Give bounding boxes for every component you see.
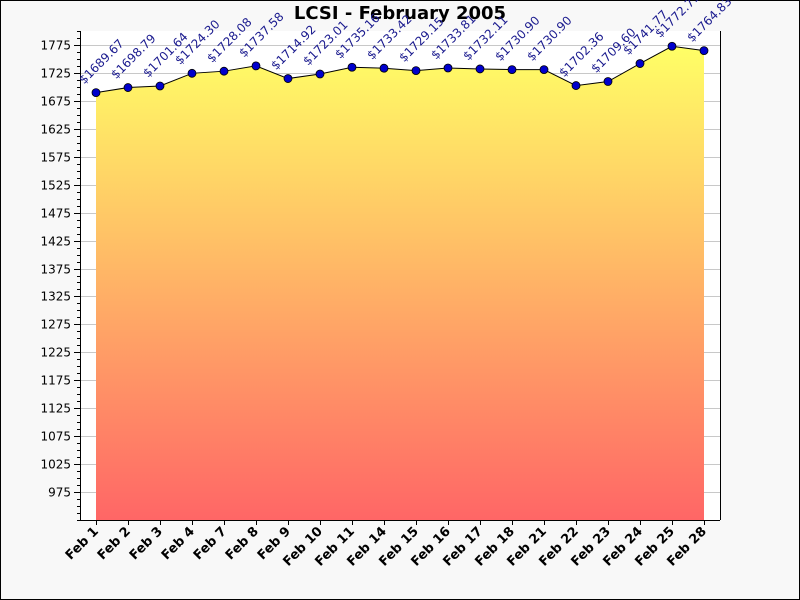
- data-point: [123, 83, 133, 92]
- data-point: [699, 46, 709, 56]
- y-tick-label: 1675: [40, 95, 71, 109]
- data-point: [539, 65, 549, 75]
- y-tick-label: 1725: [40, 67, 71, 81]
- data-point: [379, 63, 389, 73]
- y-tick-label: 1525: [40, 179, 71, 193]
- y-tick-label: 975: [48, 486, 71, 500]
- y-tick-label: 1425: [40, 235, 71, 249]
- y-tick-label: 1275: [40, 318, 71, 332]
- y-tick-label: 1125: [40, 402, 71, 416]
- data-point: [443, 63, 453, 73]
- data-point: [155, 81, 165, 91]
- data-point: [507, 65, 517, 75]
- y-tick-label: 1075: [40, 430, 71, 444]
- y-tick-label: 1575: [40, 151, 71, 165]
- y-tick-label: 1025: [40, 458, 71, 472]
- data-point: [315, 69, 325, 79]
- data-point: [219, 66, 229, 76]
- data-point: [571, 81, 581, 90]
- y-tick-label: 1375: [40, 263, 71, 277]
- series-line: [95, 45, 705, 94]
- data-point: [603, 77, 613, 86]
- data-point: [635, 59, 645, 68]
- data-point: [283, 74, 293, 83]
- data-point: [411, 66, 421, 75]
- area-fill: [96, 46, 704, 520]
- chart-title: LCSI - February 2005: [294, 3, 506, 24]
- y-tick-label: 1775: [40, 39, 71, 53]
- y-tick-label: 1625: [40, 123, 71, 137]
- data-point: [347, 62, 357, 72]
- data-point: [91, 88, 101, 98]
- y-tick-label: 1325: [40, 290, 71, 304]
- data-markers: [91, 41, 709, 98]
- axes: [74, 31, 721, 525]
- y-axis-tick-labels: 975 1025 1075 1125 1175 1225 1275 1325 1375 1425 1…: [40, 39, 71, 500]
- y-tick-label: 1475: [40, 207, 71, 221]
- y-tick-label: 1225: [40, 346, 71, 360]
- data-point: [187, 68, 197, 78]
- data-point: [667, 41, 677, 51]
- data-point: [475, 64, 485, 74]
- y-tick-label: 1175: [40, 374, 71, 388]
- data-point: [251, 61, 261, 71]
